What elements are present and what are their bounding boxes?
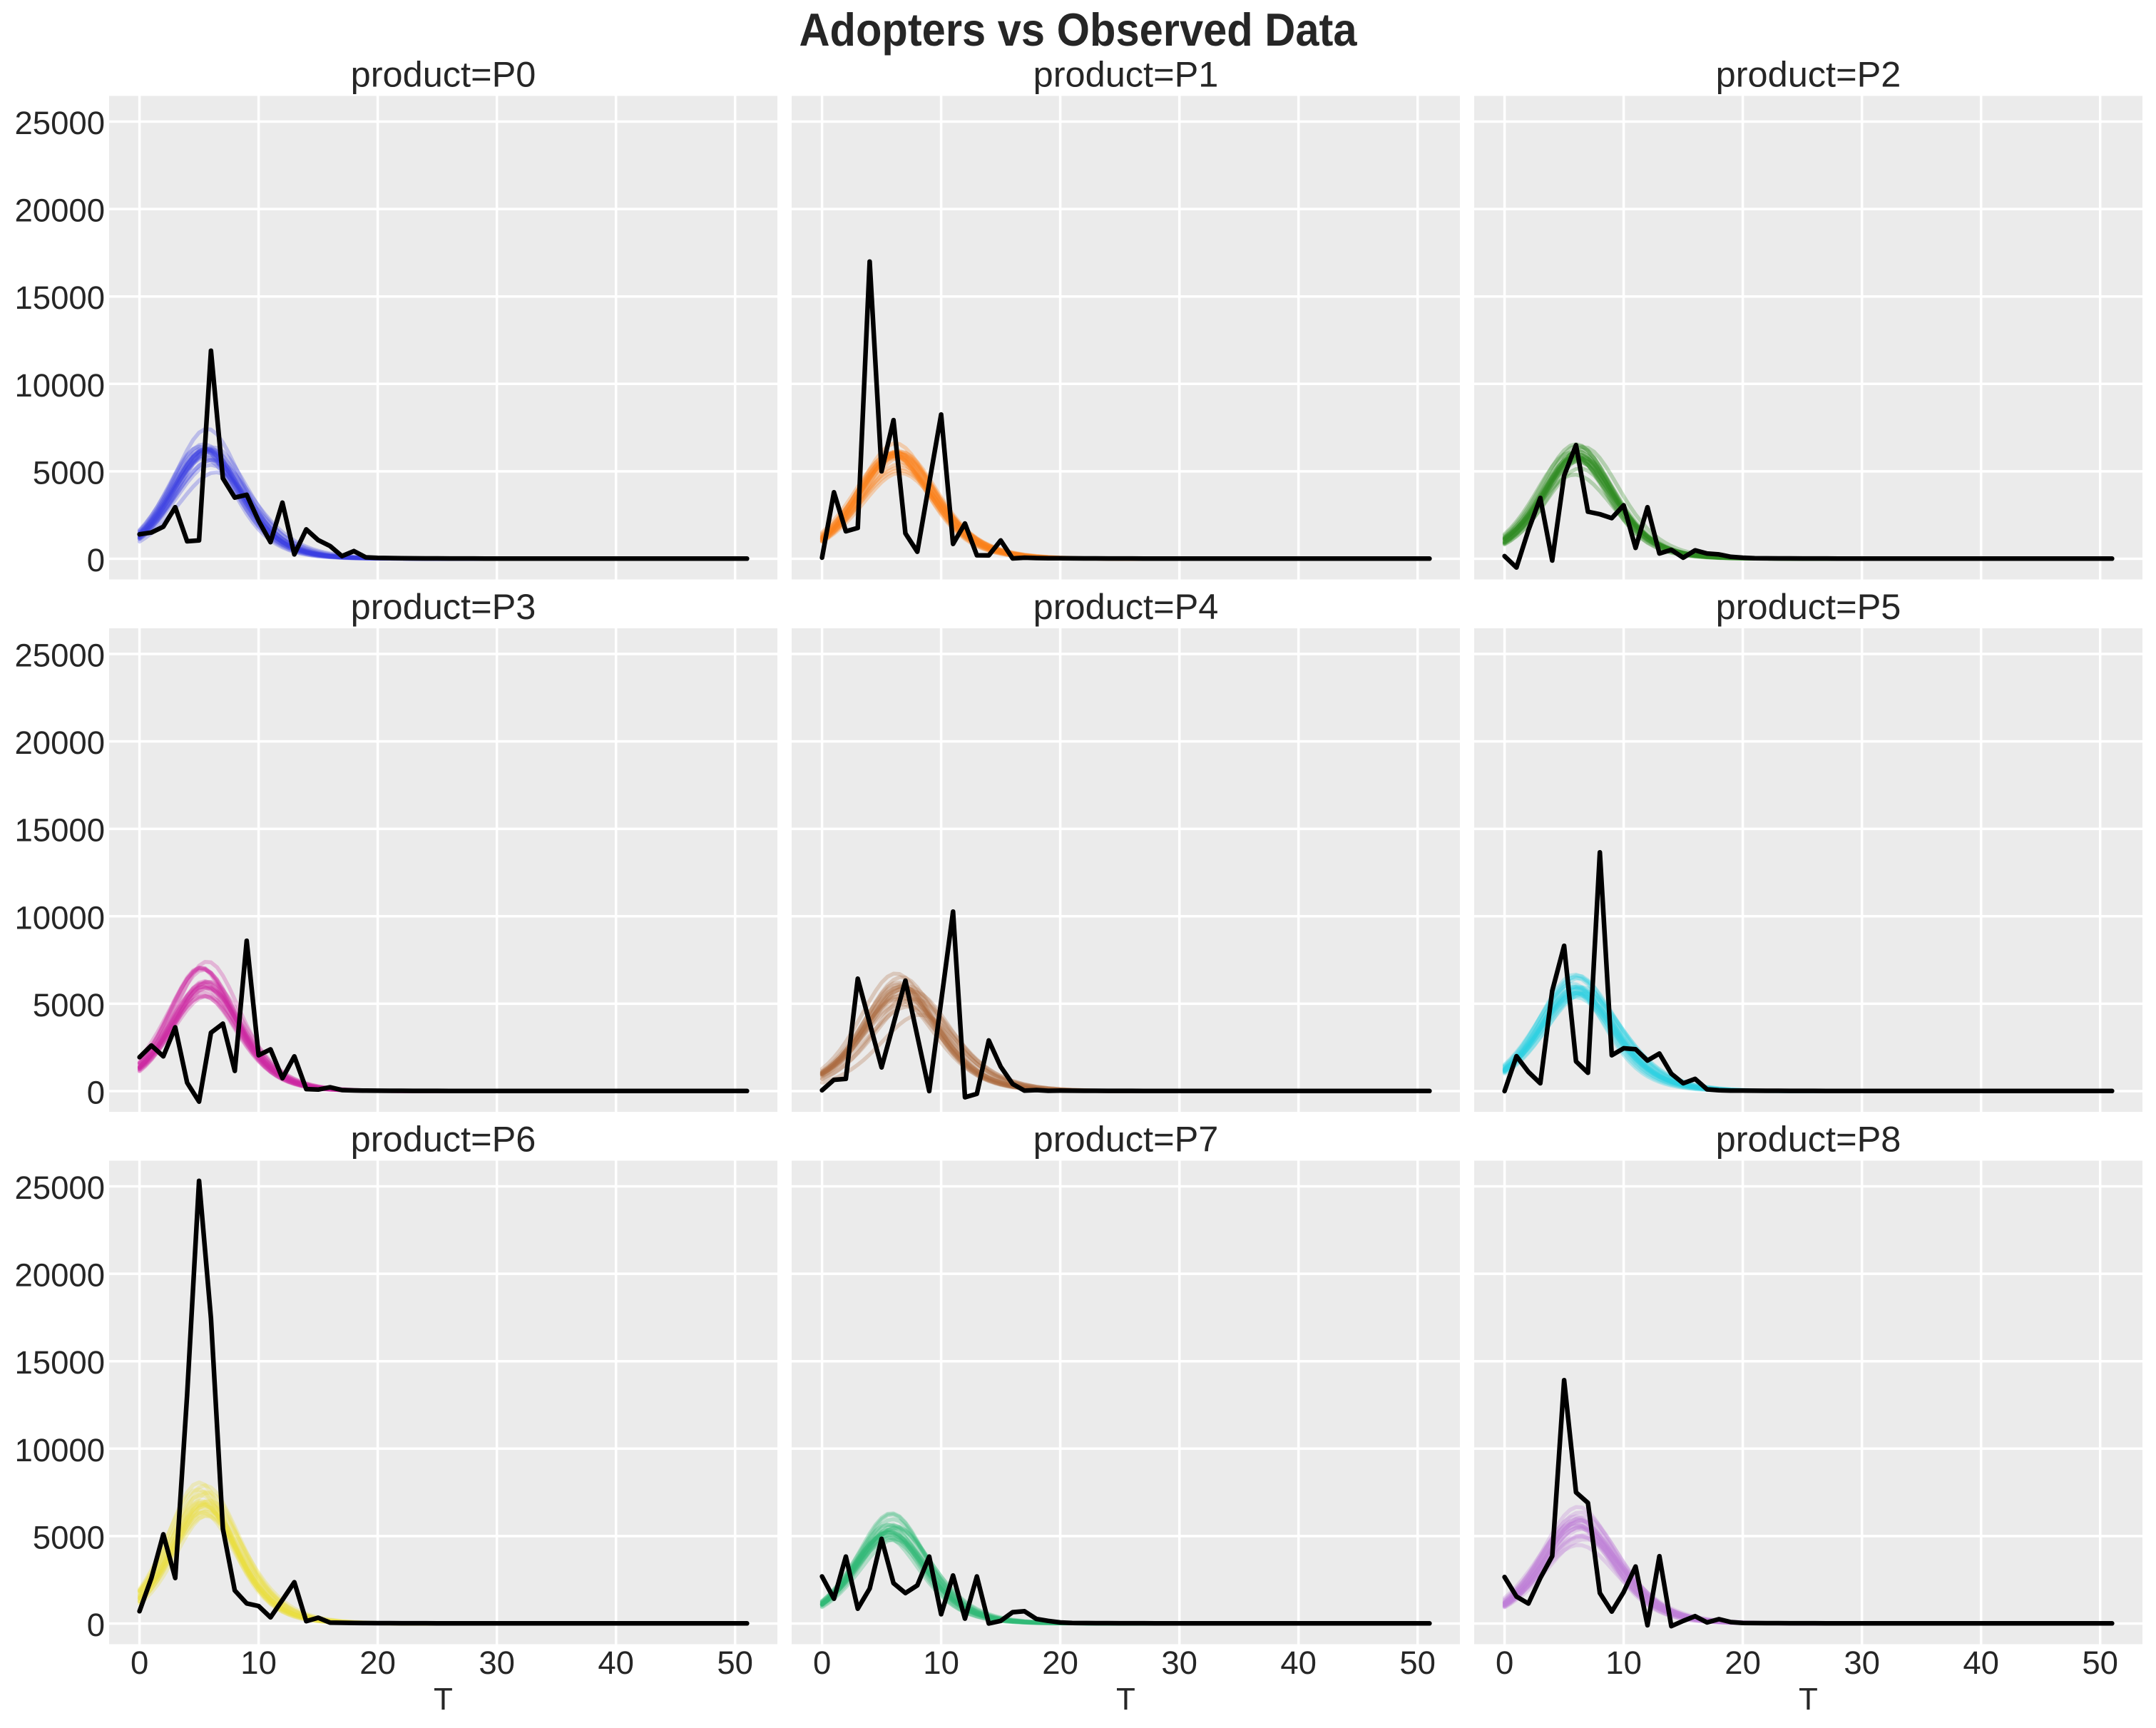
svg-text:T: T: [1116, 1682, 1135, 1717]
svg-text:40: 40: [598, 1645, 634, 1681]
svg-text:15000: 15000: [14, 280, 105, 316]
svg-text:30: 30: [1844, 1645, 1880, 1681]
svg-text:20000: 20000: [14, 193, 105, 229]
svg-text:0: 0: [813, 1645, 831, 1681]
svg-text:20000: 20000: [14, 1257, 105, 1294]
svg-text:Adopters vs Observed Data: Adopters vs Observed Data: [799, 4, 1358, 56]
svg-text:5000: 5000: [33, 987, 105, 1023]
svg-text:product=P5: product=P5: [1716, 586, 1901, 627]
svg-text:T: T: [434, 1682, 453, 1717]
svg-text:5000: 5000: [33, 454, 105, 491]
svg-text:30: 30: [479, 1645, 515, 1681]
svg-text:40: 40: [1280, 1645, 1317, 1681]
svg-text:10000: 10000: [14, 899, 105, 936]
svg-text:20: 20: [1042, 1645, 1078, 1681]
svg-text:15000: 15000: [14, 812, 105, 849]
svg-text:15000: 15000: [14, 1344, 105, 1381]
svg-text:0: 0: [87, 1607, 105, 1643]
svg-text:5000: 5000: [33, 1519, 105, 1555]
svg-text:product=P6: product=P6: [351, 1119, 536, 1160]
svg-text:10: 10: [240, 1645, 277, 1681]
svg-text:0: 0: [131, 1645, 148, 1681]
svg-text:0: 0: [1496, 1645, 1513, 1681]
svg-text:product=P1: product=P1: [1033, 54, 1219, 95]
svg-text:product=P8: product=P8: [1716, 1119, 1901, 1160]
svg-text:50: 50: [1399, 1645, 1436, 1681]
svg-text:product=P2: product=P2: [1716, 54, 1901, 95]
svg-text:25000: 25000: [14, 105, 105, 141]
svg-text:0: 0: [87, 542, 105, 578]
svg-text:30: 30: [1161, 1645, 1197, 1681]
svg-text:product=P4: product=P4: [1033, 586, 1219, 627]
svg-text:T: T: [1799, 1682, 1818, 1717]
svg-text:25000: 25000: [14, 1170, 105, 1206]
svg-text:10: 10: [1605, 1645, 1642, 1681]
svg-text:25000: 25000: [14, 638, 105, 674]
svg-text:20000: 20000: [14, 725, 105, 761]
svg-text:40: 40: [1963, 1645, 1999, 1681]
svg-text:50: 50: [2082, 1645, 2118, 1681]
svg-text:50: 50: [717, 1645, 753, 1681]
svg-text:10000: 10000: [14, 1432, 105, 1468]
svg-text:20: 20: [1725, 1645, 1761, 1681]
svg-text:10000: 10000: [14, 367, 105, 404]
svg-text:20: 20: [359, 1645, 396, 1681]
svg-text:product=P7: product=P7: [1033, 1119, 1219, 1160]
svg-text:0: 0: [87, 1075, 105, 1111]
svg-text:product=P3: product=P3: [351, 586, 536, 627]
svg-text:product=P0: product=P0: [351, 54, 536, 95]
svg-text:10: 10: [923, 1645, 959, 1681]
